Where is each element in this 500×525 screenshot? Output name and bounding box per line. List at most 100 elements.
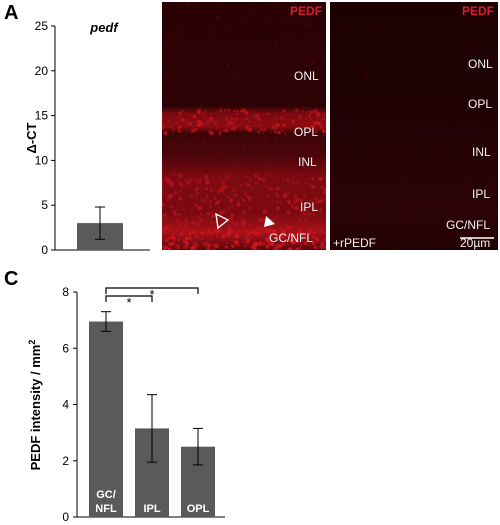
tissue-speck	[426, 102, 428, 104]
tissue-speck	[207, 163, 210, 166]
tissue-speck	[317, 57, 319, 60]
tissue-speck	[397, 34, 401, 37]
tissue-speck	[174, 148, 176, 151]
tissue-speck	[311, 144, 315, 148]
tissue-speck	[184, 179, 188, 182]
tissue-speck	[241, 108, 246, 113]
tissue-speck	[263, 141, 266, 144]
tissue-speck	[216, 4, 219, 7]
tissue-speck	[182, 245, 187, 249]
tissue-speck	[321, 155, 323, 158]
tissue-speck	[246, 183, 251, 188]
tissue-speck	[172, 130, 175, 133]
tissue-speck	[247, 7, 251, 11]
tissue-speck	[259, 127, 263, 130]
tissue-speck	[177, 238, 180, 242]
tissue-speck	[221, 130, 224, 132]
tissue-speck	[165, 38, 169, 42]
tissue-speck	[312, 213, 316, 217]
tissue-speck	[246, 142, 248, 144]
tissue-speck	[172, 193, 174, 196]
tissue-speck	[314, 237, 320, 242]
tissue-speck	[316, 121, 318, 123]
tissue-speck	[289, 163, 292, 166]
tissue-speck	[170, 226, 175, 231]
tissue-speck	[376, 241, 378, 244]
tissue-speck	[233, 110, 236, 113]
tissue-speck	[178, 183, 181, 186]
tissue-speck	[248, 223, 251, 226]
tissue-speck	[162, 5, 166, 9]
tissue-speck	[206, 153, 210, 157]
tissue-speck	[264, 137, 268, 141]
tissue-speck	[313, 208, 317, 212]
panel-letter-c: C	[4, 268, 19, 290]
tissue-speck	[307, 232, 311, 236]
tissue-speck	[170, 57, 173, 60]
tissue-speck	[256, 116, 260, 119]
tissue-speck	[448, 217, 452, 221]
tissue-speck	[181, 183, 185, 188]
tissue-speck	[388, 228, 392, 231]
tissue-speck	[212, 248, 215, 250]
tissue-speck	[181, 156, 184, 159]
tissue-speck	[169, 41, 171, 43]
tissue-speck	[242, 227, 244, 229]
tissue-speck	[183, 224, 189, 229]
tissue-speck	[248, 120, 251, 124]
tissue-speck	[198, 205, 203, 210]
tissue-speck	[320, 141, 322, 143]
tissue-speck	[228, 207, 231, 210]
tissue-speck	[377, 157, 380, 160]
tissue-speck	[224, 54, 228, 58]
tissue-speck	[209, 199, 212, 203]
tissue-speck	[400, 181, 403, 183]
tissue-speck	[286, 114, 288, 116]
chart-title: pedf	[89, 20, 119, 35]
tissue-speck	[439, 174, 441, 176]
tissue-speck	[204, 187, 209, 191]
tissue-speck	[211, 43, 214, 46]
tissue-speck	[212, 228, 217, 233]
tissue-speck	[289, 238, 294, 243]
tissue-speck	[183, 45, 186, 49]
stain-label: PEDF	[289, 4, 322, 18]
tissue-speck	[238, 75, 240, 77]
tissue-speck	[271, 214, 274, 217]
tissue-speck	[194, 52, 197, 55]
tissue-speck	[162, 11, 164, 14]
tissue-speck	[322, 113, 325, 117]
tissue-speck	[162, 228, 165, 234]
tissue-speck	[474, 64, 476, 66]
tissue-speck	[305, 122, 308, 125]
tissue-speck	[449, 122, 451, 124]
tissue-speck	[224, 128, 229, 133]
tissue-speck	[276, 200, 279, 204]
tissue-speck	[411, 36, 414, 39]
tissue-speck	[214, 175, 216, 177]
tissue-speck	[402, 194, 405, 197]
tissue-speck	[283, 190, 286, 194]
tissue-speck	[445, 64, 449, 67]
tissue-speck	[246, 232, 251, 237]
tissue-speck	[208, 243, 212, 247]
tissue-speck	[244, 20, 248, 24]
tissue-speck	[324, 240, 326, 243]
tissue-speck	[198, 217, 202, 220]
tissue-speck	[252, 109, 255, 112]
tissue-speck	[305, 98, 307, 101]
tissue-speck	[252, 169, 255, 172]
tissue-speck	[174, 191, 177, 194]
tissue-speck	[206, 151, 210, 155]
tissue-speck	[258, 248, 261, 250]
tissue-speck	[229, 224, 232, 228]
tissue-speck	[224, 185, 228, 189]
tissue-speck	[236, 109, 239, 113]
tissue-speck	[265, 186, 268, 188]
tissue-speck	[385, 157, 388, 159]
tissue-speck	[241, 119, 243, 122]
tissue-speck	[215, 43, 217, 45]
tissue-speck	[272, 94, 274, 96]
tissue-speck	[399, 151, 402, 155]
